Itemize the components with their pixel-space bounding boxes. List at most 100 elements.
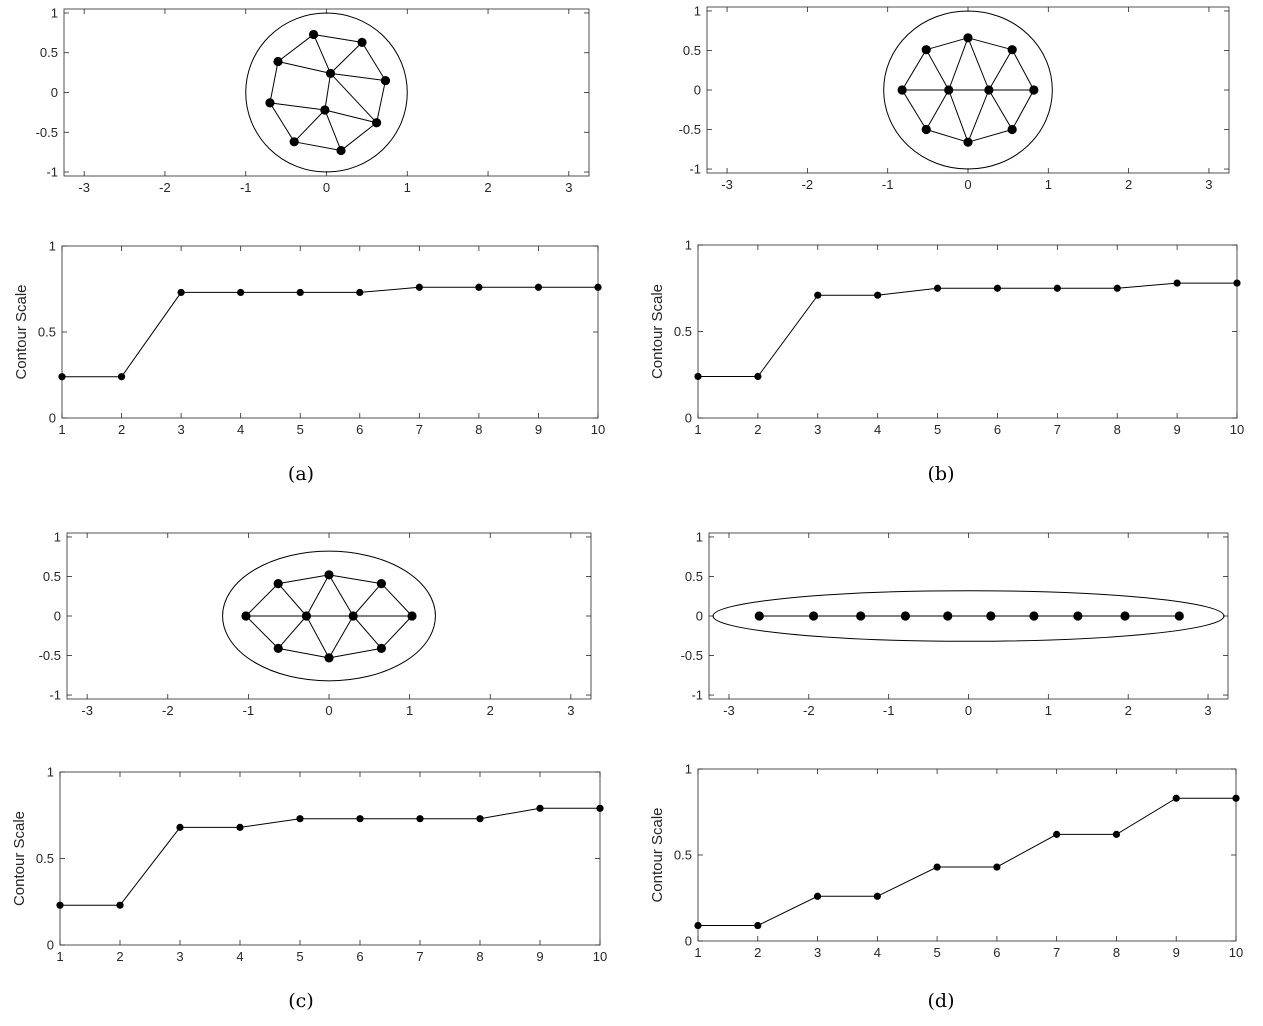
graph-edge	[925, 49, 950, 91]
data-point	[1053, 284, 1061, 292]
graph-edge	[328, 647, 382, 659]
x-tick-label: -1	[883, 703, 895, 718]
panel-8: 1 2 3 4 5 6 7 8 9 10 0 0.5 1 Contour Scale	[649, 762, 1243, 961]
data-point	[694, 372, 702, 381]
panel-5: -3 -2 -1 0 1 2 3 -1 -0.5 0 0.5 1	[39, 529, 592, 718]
x-tick-label: 1	[56, 949, 63, 964]
graph-edge	[277, 615, 307, 649]
graph-edge	[277, 34, 314, 62]
x-tick-label: 7	[1054, 422, 1061, 437]
y-axis-label: Contour Scale	[649, 807, 666, 902]
x-tick-label: 3	[567, 703, 574, 718]
x-tick-label: 8	[476, 949, 483, 964]
graph-edge	[352, 583, 382, 617]
contour-ellipse	[712, 590, 1225, 642]
graph-edge	[328, 574, 382, 585]
graph-edge	[925, 89, 950, 130]
series-line	[60, 807, 600, 906]
series-line	[698, 797, 1236, 926]
graph-node	[984, 85, 994, 95]
graph-node	[308, 29, 319, 40]
y-tick-label: -0.5	[679, 122, 701, 137]
x-tick-label: 2	[118, 422, 125, 437]
graph-node	[1120, 611, 1130, 621]
x-tick-label: 3	[176, 949, 183, 964]
graph-edge	[293, 109, 326, 143]
data-point	[993, 284, 1002, 292]
x-tick-label: -2	[803, 703, 815, 718]
graph-edge	[381, 583, 413, 617]
graph-edge	[328, 574, 354, 617]
x-tick-label: 2	[487, 703, 494, 718]
x-tick-label: 4	[874, 945, 881, 960]
graph-node	[943, 611, 953, 621]
data-point	[1233, 279, 1241, 287]
y-tick-label: 0	[51, 85, 58, 100]
x-tick-label: 3	[1204, 703, 1211, 718]
panel-4: 1 2 3 4 5 6 7 8 9 10 0 0.5 1 Contour Scale	[649, 238, 1244, 438]
y-tick-label: -1	[46, 165, 58, 180]
data-point	[596, 804, 604, 812]
x-tick-label: 3	[177, 422, 184, 437]
graph-node	[1029, 85, 1039, 95]
graph-edge	[277, 60, 331, 74]
graph-edge	[324, 109, 342, 151]
panel-caption: (b)	[928, 463, 955, 485]
y-axis-label: Contour Scale	[649, 284, 666, 379]
y-tick-label: 0	[685, 411, 692, 426]
y-tick-label: 0.5	[43, 569, 61, 584]
x-tick-label: 6	[994, 422, 1001, 437]
graph-edge	[901, 49, 927, 91]
x-tick-label: -2	[159, 180, 171, 195]
data-point	[536, 804, 544, 812]
data-point	[58, 373, 66, 381]
graph-node	[301, 611, 312, 621]
graph-node	[963, 137, 973, 147]
graph-edge	[330, 72, 386, 82]
graph-node	[376, 578, 386, 589]
x-tick-label: 7	[416, 422, 423, 437]
graph-edge	[381, 615, 413, 649]
y-tick-label: -0.5	[681, 648, 703, 663]
graph-edge	[926, 37, 969, 51]
data-point	[415, 283, 423, 291]
y-tick-label: 0	[54, 609, 61, 624]
y-tick-label: 1	[694, 3, 701, 18]
graph-edge	[1011, 89, 1035, 130]
x-tick-label: 8	[475, 422, 482, 437]
y-tick-label: -1	[49, 688, 61, 703]
graph-node	[336, 145, 346, 156]
contour-ellipse	[222, 550, 436, 682]
x-tick-label: 8	[1113, 945, 1120, 960]
y-tick-label: -1	[691, 688, 703, 703]
graph-edge	[988, 89, 1013, 130]
graph-node	[1007, 124, 1017, 135]
data-point	[993, 863, 1001, 871]
graph-node	[273, 56, 283, 67]
graph-node	[325, 68, 336, 79]
graph-edge	[278, 647, 330, 659]
x-tick-label: 9	[536, 949, 543, 964]
graph-node	[921, 124, 931, 135]
data-point	[476, 815, 484, 823]
x-tick-label: 0	[323, 180, 330, 195]
graph-node	[856, 611, 866, 621]
panel-7: -3 -2 -1 0 1 2 3 -1 -0.5 0 0.5 1	[681, 529, 1229, 718]
data-point	[1112, 830, 1121, 838]
x-tick-label: -3	[721, 177, 733, 192]
y-axis-label: Contour Scale	[13, 284, 30, 379]
data-point	[873, 892, 881, 900]
graph-edge	[305, 574, 330, 617]
graph-edge	[967, 89, 990, 143]
contour-ellipse	[245, 12, 408, 173]
graph-edge	[967, 37, 990, 91]
graph-edge	[1011, 49, 1035, 91]
x-tick-label: 2	[754, 422, 761, 437]
data-point	[594, 283, 602, 291]
graph-edge	[967, 37, 1013, 51]
y-tick-label: 0.5	[683, 43, 701, 58]
graph-edge	[948, 37, 969, 91]
x-tick-label: 2	[1125, 177, 1132, 192]
y-tick-label: -1	[689, 162, 701, 177]
